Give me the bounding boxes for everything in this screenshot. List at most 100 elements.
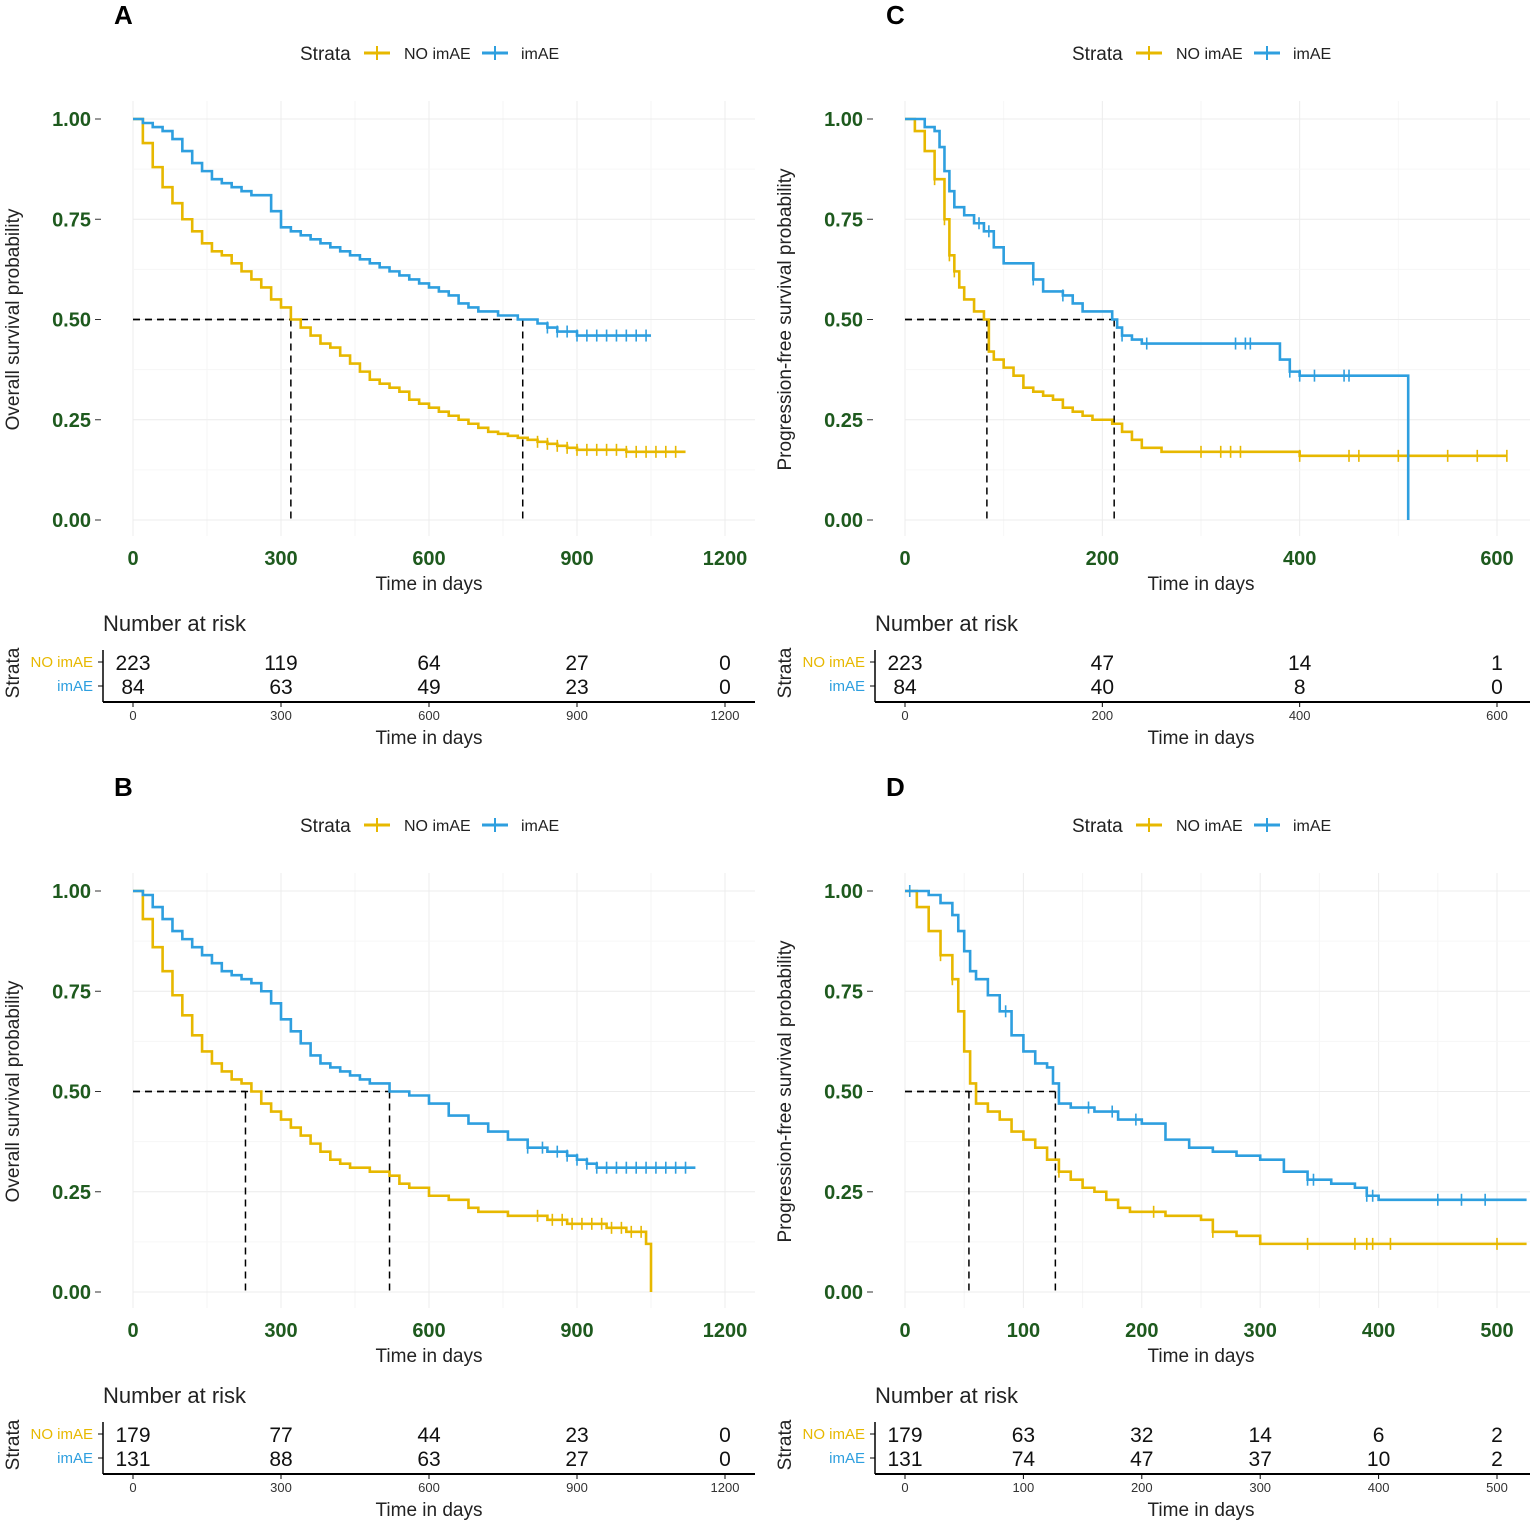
y-tick-label: 0.50 [52, 310, 91, 332]
y-tick-label: 0.25 [824, 410, 863, 432]
x-tick-label: 600 [412, 1320, 445, 1342]
risk-table-title: Number at risk [875, 611, 1019, 636]
survival-curve-no-imae [133, 889, 653, 1292]
risk-value: 6 [1373, 1424, 1385, 1447]
risk-strata-label: Strata [3, 1419, 24, 1470]
risk-x-tick-label: 200 [1131, 1480, 1153, 1495]
grid [904, 101, 1530, 536]
panel-letter: D [886, 772, 905, 802]
risk-x-tick-label: 0 [129, 708, 136, 723]
risk-value: 131 [887, 1448, 922, 1471]
risk-value: 27 [565, 652, 588, 675]
grid [132, 873, 755, 1308]
x-tick-label: 400 [1362, 1320, 1395, 1342]
y-axis-title: Progression-free survival probability [775, 940, 796, 1243]
legend-entry: NO imAE [404, 46, 471, 63]
risk-row-label: imAE [57, 678, 93, 695]
x-tick-label: 1200 [703, 1320, 748, 1342]
y-tick-label: 0.00 [824, 510, 863, 532]
risk-table: Number at risk Strata NO imAE 223 119 64 27 0 im… [3, 611, 755, 749]
risk-value: 64 [417, 652, 441, 675]
legend-title: Strata [1072, 816, 1123, 837]
risk-x-tick-label: 400 [1368, 1480, 1390, 1495]
risk-value: 0 [719, 652, 731, 675]
risk-x-tick-label: 0 [901, 1480, 908, 1495]
x-tick-label: 100 [1007, 1320, 1040, 1342]
risk-value: 84 [893, 676, 917, 699]
risk-x-tick-label: 1200 [711, 708, 740, 723]
y-tick-label: 0.50 [824, 1082, 863, 1104]
risk-x-tick-label: 0 [129, 1480, 136, 1495]
panel-A: A Strata NO imAE imAE 0.00 0.25 0.50 0.75 1.00 0 3… [3, 0, 755, 749]
x-tick-label: 200 [1086, 548, 1119, 570]
x-tick-label: 300 [1244, 1320, 1277, 1342]
risk-value: 0 [1491, 676, 1503, 699]
risk-x-tick-label: 900 [566, 708, 588, 723]
risk-x-tick-label: 600 [1486, 708, 1508, 723]
panel-B: B Strata NO imAE imAE 0.00 0.25 0.50 0.75 1.00 0 3… [3, 772, 755, 1521]
risk-value: 0 [719, 1448, 731, 1471]
panel-C: C Strata NO imAE imAE 0.00 0.25 0.50 0.75 1.00 0 2… [775, 0, 1530, 749]
panel-letter: C [886, 0, 905, 30]
x-axis-title: Time in days [1148, 574, 1255, 595]
y-tick-label: 1.00 [52, 109, 91, 131]
survival-curve-no-imae [133, 117, 686, 454]
risk-value: 88 [269, 1448, 292, 1471]
risk-value: 223 [887, 652, 922, 675]
y-tick-label: 1.00 [52, 881, 91, 903]
risk-value: 77 [269, 1424, 292, 1447]
y-tick-label: 0.75 [52, 981, 91, 1003]
risk-value: 23 [565, 676, 588, 699]
x-tick-label: 300 [264, 1320, 297, 1342]
risk-table-title: Number at risk [875, 1383, 1019, 1408]
risk-value: 27 [565, 1448, 588, 1471]
risk-x-axis-title: Time in days [376, 728, 483, 749]
x-tick-label: 1200 [703, 548, 748, 570]
x-axis-title: Time in days [1148, 1346, 1255, 1367]
risk-table: Number at risk Strata NO imAE 223 47 14 1 imAE 8… [775, 611, 1530, 749]
risk-row-label: NO imAE [802, 1426, 865, 1443]
panel-letter: A [114, 0, 133, 30]
risk-table: Number at risk Strata NO imAE 179 63 32 14 6 2 im… [775, 1383, 1530, 1521]
risk-value: 49 [417, 676, 440, 699]
x-tick-label: 900 [560, 1320, 593, 1342]
risk-row-label: imAE [829, 1450, 865, 1467]
risk-x-tick-label: 1200 [711, 1480, 740, 1495]
y-tick-label: 0.25 [824, 1182, 863, 1204]
panel-letter: B [114, 772, 133, 802]
risk-value: 179 [887, 1424, 922, 1447]
y-tick-label: 1.00 [824, 109, 863, 131]
y-tick-label: 0.00 [52, 510, 91, 532]
risk-x-tick-label: 200 [1091, 708, 1113, 723]
risk-value: 223 [115, 652, 150, 675]
risk-x-axis-title: Time in days [1148, 1500, 1255, 1521]
risk-value: 63 [269, 676, 292, 699]
y-tick-label: 0.50 [824, 310, 863, 332]
legend-entry: imAE [521, 818, 559, 835]
risk-row-label: NO imAE [30, 1426, 93, 1443]
legend: Strata NO imAE imAE [1072, 44, 1331, 65]
panel-D: D Strata NO imAE imAE 0.00 0.25 0.50 0.75 1.00 0 1… [775, 772, 1530, 1521]
risk-value: 84 [121, 676, 145, 699]
legend-entry: NO imAE [404, 818, 471, 835]
risk-value: 0 [719, 676, 731, 699]
risk-value: 40 [1091, 676, 1114, 699]
y-tick-label: 0.50 [52, 1082, 91, 1104]
risk-x-tick-label: 600 [418, 708, 440, 723]
x-tick-label: 0 [127, 1320, 138, 1342]
risk-table-title: Number at risk [103, 1383, 247, 1408]
x-axis-title: Time in days [376, 1346, 483, 1367]
x-tick-label: 900 [560, 548, 593, 570]
risk-value: 47 [1091, 652, 1114, 675]
legend: Strata NO imAE imAE [300, 44, 559, 65]
risk-value: 131 [115, 1448, 150, 1471]
y-tick-label: 1.00 [824, 881, 863, 903]
risk-row-label: NO imAE [30, 654, 93, 671]
y-axis-title: Progression-free survival probability [775, 168, 796, 471]
x-tick-label: 600 [1480, 548, 1513, 570]
x-tick-label: 400 [1283, 548, 1316, 570]
legend-title: Strata [1072, 44, 1123, 65]
risk-value: 23 [565, 1424, 588, 1447]
legend-entry: imAE [1293, 818, 1331, 835]
